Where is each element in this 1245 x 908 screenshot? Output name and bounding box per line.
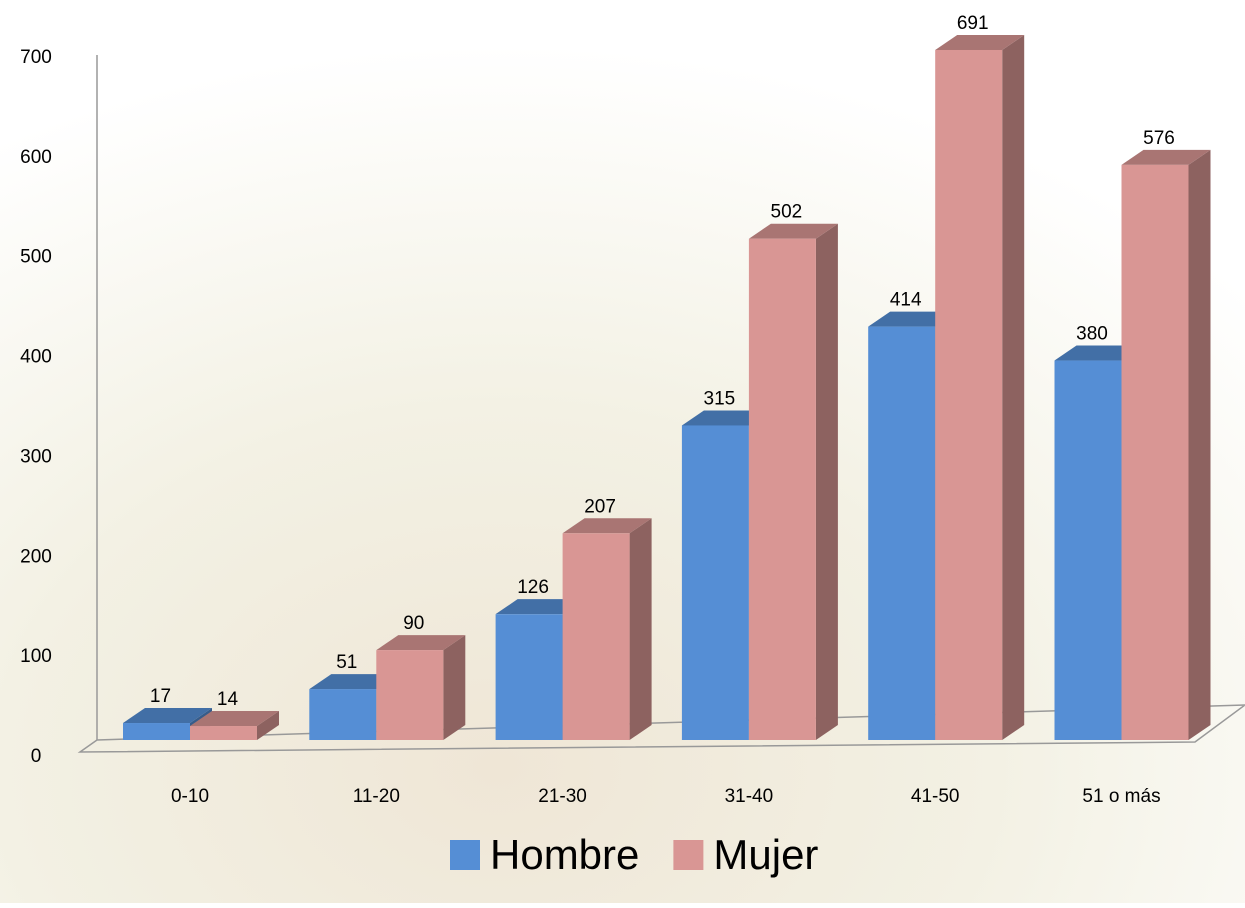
bar xyxy=(868,327,935,740)
y-tick-label: 500 xyxy=(20,247,52,268)
y-tick-label: 700 xyxy=(20,47,52,68)
value-label: 414 xyxy=(890,290,922,311)
value-label: 691 xyxy=(957,13,989,34)
y-tick-label: 300 xyxy=(20,446,52,467)
value-label: 576 xyxy=(1143,128,1175,149)
bar-side xyxy=(443,635,465,740)
value-label: 380 xyxy=(1076,324,1108,345)
bar-side xyxy=(1002,35,1024,740)
y-tick-label: 200 xyxy=(20,546,52,567)
bar xyxy=(123,723,190,740)
bar xyxy=(563,533,630,740)
x-tick-label: 11-20 xyxy=(353,786,400,807)
y-tick-label: 600 xyxy=(20,147,52,168)
bar xyxy=(1055,361,1122,740)
value-label: 17 xyxy=(150,686,171,707)
y-tick-label: 0 xyxy=(31,746,42,767)
bar xyxy=(935,50,1002,740)
y-tick-label: 100 xyxy=(20,646,52,667)
value-label: 51 xyxy=(336,652,357,673)
legend-label: Mujer xyxy=(713,831,818,878)
bar xyxy=(309,689,376,740)
bar xyxy=(376,650,443,740)
chart: 0 100 200 300 400 500 600 700 0-10 17 14 11-20 51 90 2… xyxy=(0,0,1245,903)
bar xyxy=(496,614,563,740)
x-tick-label: 31-40 xyxy=(725,786,774,807)
bar xyxy=(682,425,749,740)
value-label: 90 xyxy=(403,613,424,634)
x-tick-label: 51 o más xyxy=(1082,786,1160,807)
value-label: 14 xyxy=(217,689,239,710)
value-label: 126 xyxy=(517,577,549,598)
bar xyxy=(749,239,816,740)
legend-label: Hombre xyxy=(490,831,639,878)
page: 0 100 200 300 400 500 600 700 0-10 17 14 11-20 51 90 2… xyxy=(0,0,1245,908)
bar xyxy=(190,726,257,740)
bar-side xyxy=(630,518,652,740)
legend-swatch xyxy=(450,840,480,870)
y-tick-label: 400 xyxy=(20,347,52,368)
x-tick-label: 21-30 xyxy=(538,786,587,807)
value-label: 502 xyxy=(771,202,803,223)
bar-side xyxy=(1189,150,1211,740)
x-tick-label: 41-50 xyxy=(911,786,960,807)
value-label: 207 xyxy=(584,496,616,517)
x-tick-label: 0-10 xyxy=(171,786,209,807)
bar xyxy=(1122,165,1189,740)
value-label: 315 xyxy=(704,388,736,409)
legend-swatch xyxy=(673,840,703,870)
bar-side xyxy=(816,224,838,740)
